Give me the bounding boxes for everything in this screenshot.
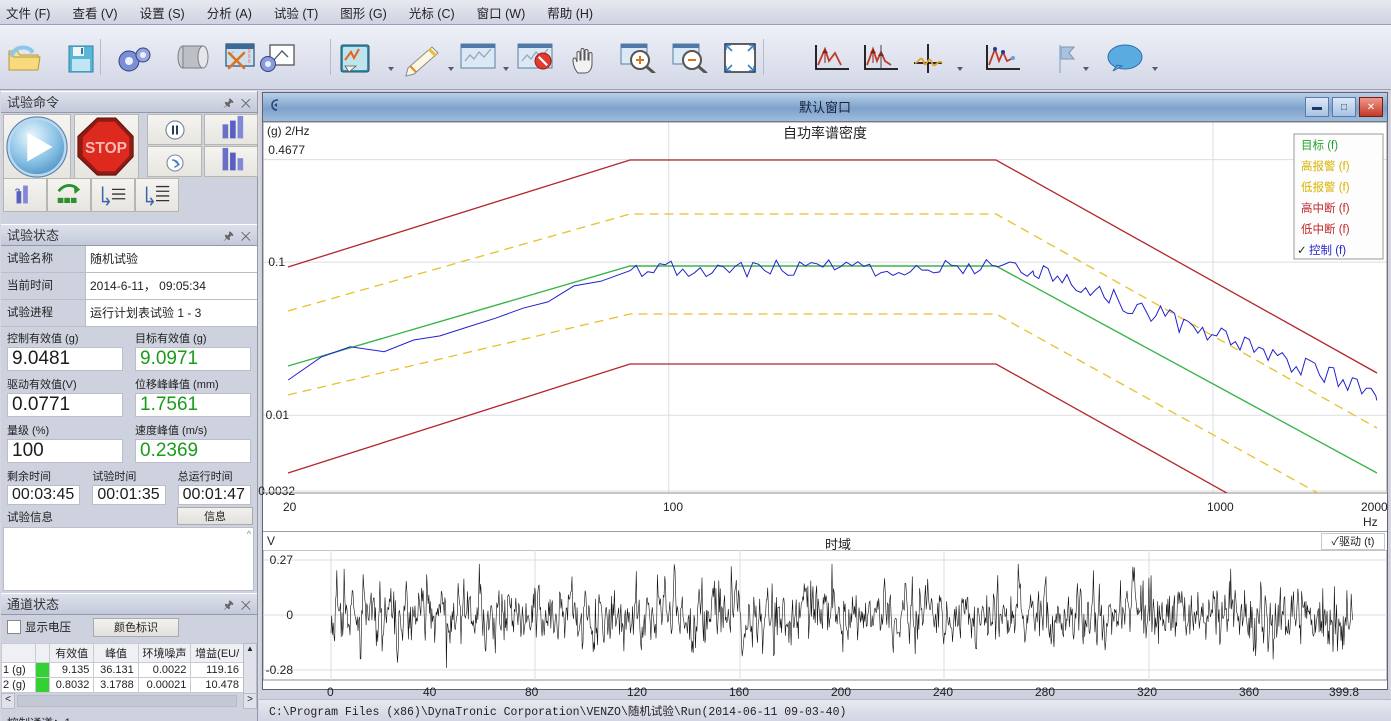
- svg-text:高报警 (f): 高报警 (f): [1301, 159, 1350, 173]
- svg-text:0.4677: 0.4677: [268, 143, 305, 157]
- svg-text:高中断 (f): 高中断 (f): [1301, 201, 1350, 215]
- svg-text:?: ?: [15, 186, 21, 197]
- svg-text:✓: ✓: [1297, 245, 1307, 257]
- svg-text:0.01: 0.01: [266, 408, 290, 422]
- svg-text:自功率谱密度: 自功率谱密度: [783, 125, 867, 141]
- svg-text:低中断 (f): 低中断 (f): [1301, 222, 1350, 236]
- svg-text:-0.28: -0.28: [266, 663, 294, 677]
- svg-text:0.1: 0.1: [268, 255, 285, 269]
- svg-text:控制 (f): 控制 (f): [1309, 243, 1346, 257]
- svg-text:0.27: 0.27: [270, 553, 294, 567]
- svg-text:低报警 (f): 低报警 (f): [1301, 180, 1350, 194]
- svg-text:目标 (f): 目标 (f): [1301, 139, 1338, 152]
- svg-text:0: 0: [286, 608, 293, 622]
- svg-text:STOP: STOP: [85, 140, 127, 157]
